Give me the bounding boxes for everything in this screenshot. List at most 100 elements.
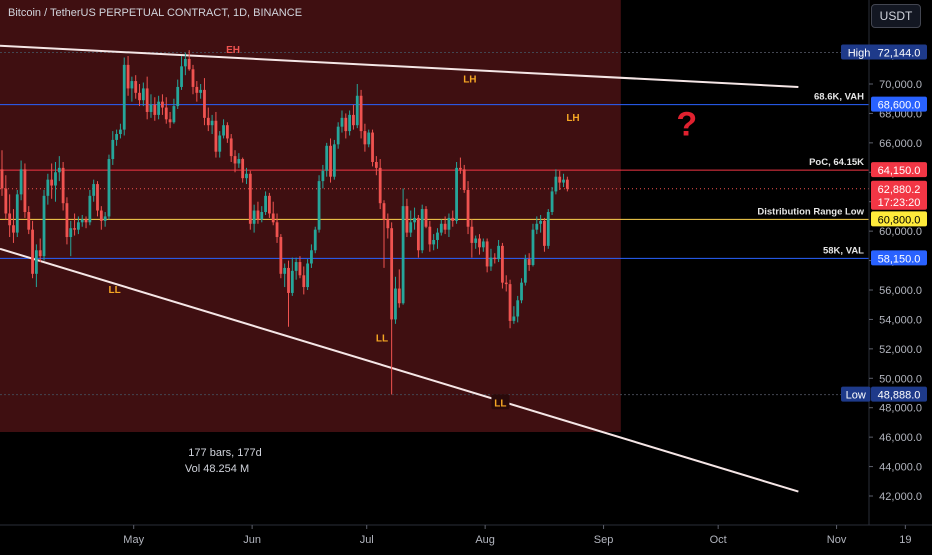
- time-tick-label: May: [123, 534, 144, 546]
- candle-body: [92, 184, 96, 196]
- candle-body: [248, 173, 252, 224]
- time-tick-label: 19: [899, 534, 911, 546]
- candle-body: [359, 95, 363, 132]
- candle-body: [535, 223, 539, 230]
- candle-body: [447, 217, 451, 230]
- lower-trendline: [0, 247, 799, 493]
- candle-body: [42, 195, 46, 257]
- candle-body: [493, 257, 497, 260]
- price-badge-high: 72,144.0: [878, 47, 921, 59]
- candle-body: [401, 206, 405, 304]
- candle-body: [199, 89, 203, 93]
- candle-body: [409, 222, 413, 233]
- candle-body: [436, 232, 439, 240]
- candle-body: [145, 88, 149, 112]
- range-volume: Vol 48.254 M: [185, 463, 249, 475]
- trendlines: [0, 44, 799, 493]
- candle-body: [424, 209, 428, 227]
- structure-label-ll: LL: [108, 285, 120, 296]
- candle-body: [96, 184, 99, 211]
- candle-body: [298, 262, 302, 276]
- price-badge-box-58k-val: [871, 250, 927, 266]
- candle-body: [565, 179, 569, 189]
- structure-label-lh: LH: [463, 75, 476, 86]
- candle-body: [84, 219, 88, 223]
- candle-body: [455, 167, 458, 221]
- candle-body: [489, 257, 493, 267]
- candle-body: [180, 66, 183, 87]
- candle-body: [279, 237, 283, 274]
- candle-body: [371, 132, 374, 162]
- candle-body: [54, 172, 57, 186]
- candle-body: [191, 69, 195, 87]
- structure-label-eh: EH: [226, 45, 240, 56]
- candle-body: [268, 195, 271, 214]
- candle-body: [451, 217, 455, 221]
- candle-body: [363, 131, 367, 145]
- candle-body: [69, 228, 73, 238]
- candle-body: [73, 228, 76, 230]
- candle-body: [275, 222, 279, 238]
- price-badges: High 72,144.0 68.6K, VAH 68,600.0 PoC, 64.15…: [757, 44, 927, 402]
- candle-body: [332, 144, 336, 177]
- candle-body: [367, 132, 371, 145]
- candle-body: [99, 210, 103, 221]
- candle-body: [546, 212, 550, 246]
- price-tick-label: 52,000.0: [879, 344, 922, 356]
- candle-body: [134, 81, 138, 93]
- candle-body: [321, 170, 325, 182]
- price-badge-68-6k-vah: 68,600.0: [878, 100, 921, 112]
- candle-body: [394, 288, 397, 320]
- price-tick-label: 70,000.0: [879, 79, 922, 91]
- candle-body: [378, 167, 382, 204]
- candle-body: [138, 92, 141, 101]
- candle-body: [168, 119, 172, 123]
- candle-body: [481, 241, 485, 248]
- time-tick-label: Sep: [594, 534, 614, 546]
- price-tick-label: 66,000.0: [879, 138, 922, 150]
- candle-body: [562, 179, 565, 183]
- candle-body: [210, 120, 214, 126]
- price-tick-label: 42,000.0: [879, 491, 922, 503]
- structure-label-box: [491, 394, 510, 410]
- level-tag-high: High: [848, 47, 871, 59]
- candle-body: [355, 95, 359, 126]
- current-price-badge: 62,880.2: [878, 184, 921, 196]
- candle-body: [88, 195, 92, 223]
- candle-body: [325, 145, 329, 171]
- time-axis[interactable]: May Jun Jul Aug Sep Oct Nov 19: [123, 525, 911, 546]
- price-badge-low: 48,888.0: [878, 390, 921, 402]
- level-tag-box-high: [841, 44, 877, 60]
- candle-body: [554, 176, 558, 192]
- candle-body: [38, 250, 42, 257]
- candle-body: [485, 241, 489, 267]
- price-tick-label: 46,000.0: [879, 432, 922, 444]
- candle-body: [103, 216, 107, 221]
- structure-label-ll: LL: [376, 334, 388, 345]
- candle-body: [57, 167, 61, 173]
- candle-body: [523, 259, 527, 283]
- candle-body: [348, 114, 352, 132]
- candle-body: [4, 188, 8, 214]
- candle-body: [0, 169, 4, 189]
- candle-body: [294, 262, 298, 271]
- candle-body: [531, 229, 535, 265]
- candle-body: [206, 117, 210, 126]
- candle-body: [306, 263, 309, 288]
- candle-body: [161, 101, 164, 108]
- candle-body: [283, 267, 287, 274]
- price-tick-label: 54,000.0: [879, 314, 922, 326]
- candle-body: [115, 134, 118, 140]
- currency-button[interactable]: USDT: [871, 4, 921, 28]
- candle-body: [195, 86, 199, 93]
- candle-body: [497, 245, 500, 260]
- candle-body: [23, 169, 27, 213]
- candle-body: [252, 210, 256, 224]
- candle-body: [428, 226, 432, 245]
- candle-body: [466, 189, 470, 227]
- price-badge-58k-val: 58,150.0: [878, 253, 921, 265]
- candle-body: [19, 169, 23, 195]
- candle-body: [432, 239, 436, 245]
- candle-body: [222, 125, 225, 136]
